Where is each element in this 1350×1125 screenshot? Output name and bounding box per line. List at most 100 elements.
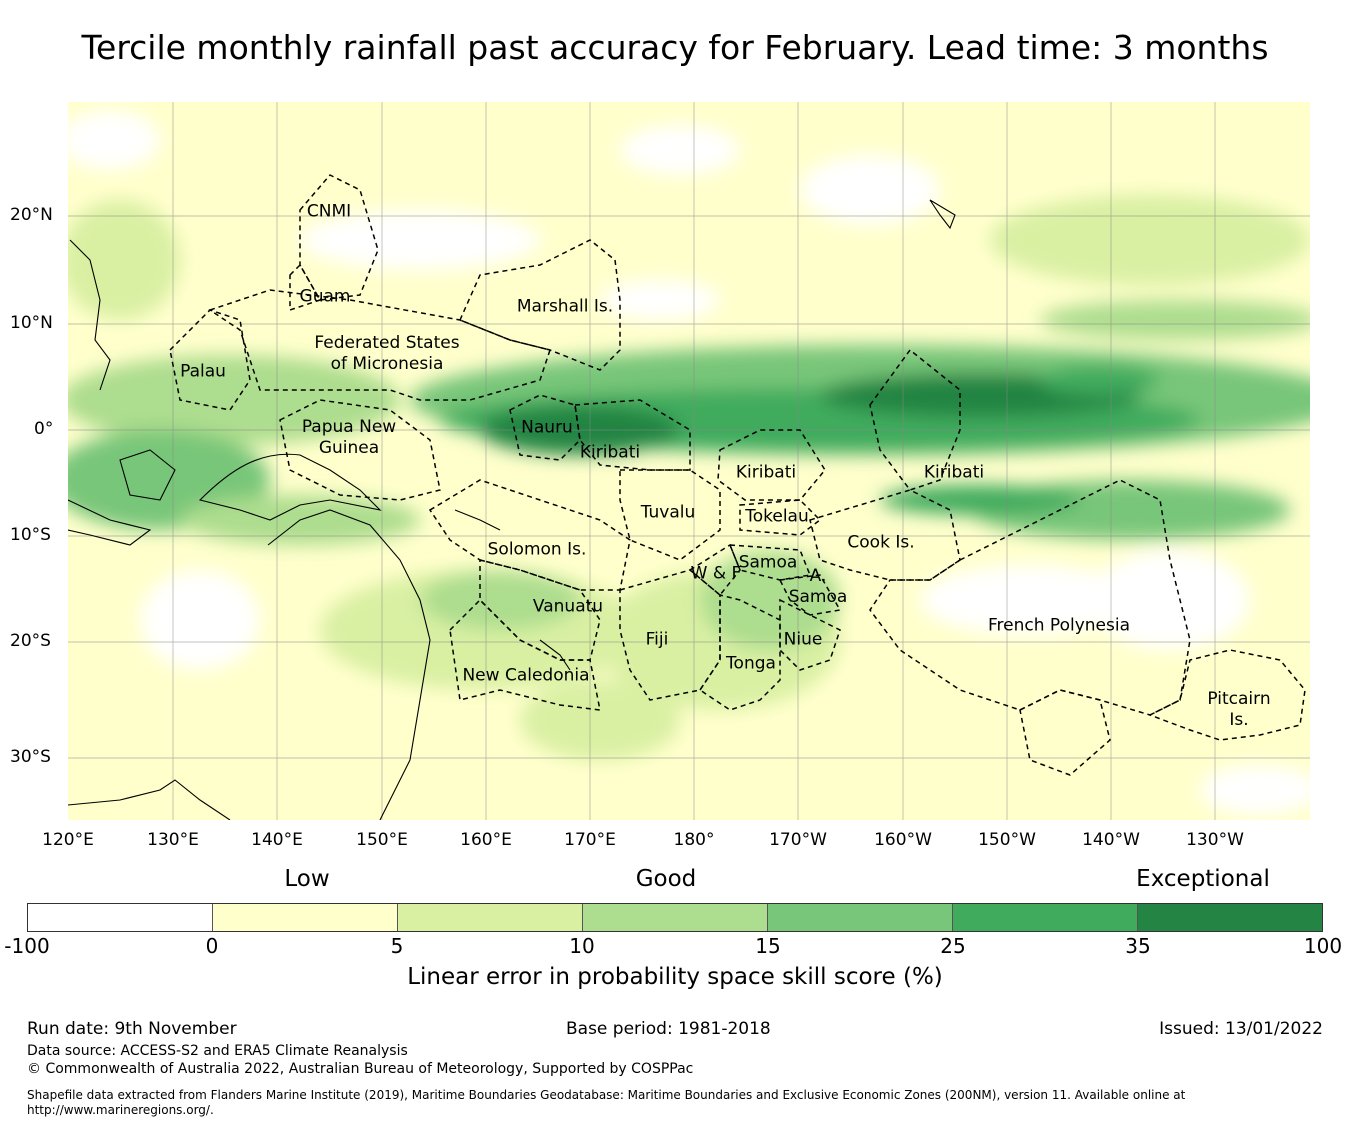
- colorbar-segment: [768, 904, 953, 931]
- eez-boundary: [1019, 689, 1111, 776]
- region-label-fsm: Federated States of Micronesia: [314, 333, 460, 374]
- legend-category-exceptional: Exceptional: [1136, 866, 1270, 892]
- lat-label: 20°S: [10, 631, 51, 651]
- lon-label: 140°W: [1082, 830, 1140, 850]
- lat-label: 30°S: [10, 747, 51, 767]
- sulawesi-coast: [119, 449, 176, 501]
- shade-patch: [1200, 765, 1310, 815]
- eez-boundary: [619, 569, 721, 701]
- region-label-vanuatu: Vanuatu: [532, 596, 604, 617]
- australia-coast: [267, 509, 431, 820]
- coastlines: [68, 199, 956, 820]
- eez-boundary: [869, 348, 961, 491]
- shade-patch: [520, 680, 680, 760]
- colorbar-segment: [583, 904, 768, 931]
- eez-boundaries: [169, 174, 1306, 776]
- eez-boundary: [698, 594, 781, 711]
- eez-boundary: [739, 499, 822, 536]
- skill-score-map: [68, 102, 1310, 820]
- base-period: Base period: 1981-2018: [566, 1019, 771, 1039]
- colorbar-segment: [1138, 904, 1322, 931]
- graticule: [68, 102, 1310, 820]
- shade-patch: [68, 355, 400, 445]
- region-label-tuvalu: Tuvalu: [640, 502, 696, 523]
- eez-boundary: [778, 574, 842, 616]
- colorbar-tick: -100: [4, 934, 50, 958]
- shapefile-credit: Shapefile data extracted from Flanders M…: [27, 1088, 1186, 1117]
- shade-patch: [600, 280, 720, 320]
- shade-patch: [920, 565, 1140, 635]
- eez-boundary: [717, 429, 826, 501]
- region-label-solomon: Solomon Is.: [487, 539, 587, 560]
- region-label-nauru: Nauru: [521, 417, 573, 438]
- region-label-kiribati-east: Kiribati: [923, 462, 985, 483]
- shade-patch: [620, 125, 740, 175]
- shade-patch: [140, 570, 260, 670]
- region-label-niue: Niue: [783, 629, 823, 650]
- region-label-marshall: Marshall Is.: [516, 296, 614, 317]
- lat-label: 10°S: [10, 525, 51, 545]
- legend-category-good: Good: [635, 866, 697, 892]
- lon-label: 170°W: [769, 830, 827, 850]
- eez-boundary: [1148, 649, 1306, 741]
- shade-patch: [990, 195, 1310, 285]
- colorbar-tick: 0: [205, 934, 219, 958]
- eez-boundary: [289, 263, 322, 312]
- colorbar-segment: [213, 904, 398, 931]
- lon-label: 160°W: [874, 830, 932, 850]
- colorbar-segment: [398, 904, 583, 931]
- lon-label: 150°E: [356, 830, 408, 850]
- eez-boundary: [728, 544, 812, 581]
- lon-label: 130°W: [1186, 830, 1244, 850]
- region-label-american-samoa: A. Samoa: [788, 566, 848, 607]
- shade-patch: [68, 200, 180, 320]
- colorbar-tick: 25: [940, 934, 966, 958]
- data-source: Data source: ACCESS-S2 and ERA5 Climate …: [27, 1043, 408, 1059]
- australia-south-coast: [68, 779, 231, 820]
- region-label-kiribati-central: Kiribati: [735, 462, 797, 483]
- shade-patch: [800, 155, 940, 225]
- region-label-png: Papua New Guinea: [301, 417, 397, 458]
- shade-patch: [300, 210, 540, 270]
- copyright: © Commonwealth of Australia 2022, Austra…: [27, 1061, 694, 1077]
- eez-boundary: [279, 399, 441, 501]
- colorbar-segment: [28, 904, 213, 931]
- shade-patch: [1090, 550, 1250, 650]
- eez-boundary: [208, 289, 551, 401]
- lon-label: 140°E: [251, 830, 303, 850]
- region-label-fiji: Fiji: [645, 629, 669, 650]
- lat-label: 20°N: [10, 205, 53, 225]
- eez-boundary: [619, 469, 721, 561]
- region-label-palau: Palau: [180, 361, 226, 382]
- shade-patch: [420, 570, 580, 630]
- colorbar-title: Linear error in probability space skill …: [407, 964, 943, 990]
- region-label-tonga: Tonga: [726, 653, 776, 674]
- issued-date: Issued: 13/01/2022: [1159, 1019, 1323, 1039]
- region-label-new-caledonia: New Caledonia: [462, 665, 590, 686]
- run-date: Run date: 9th November: [27, 1019, 237, 1039]
- region-label-kiribati-west: Kiribati: [579, 442, 641, 463]
- lon-label: 130°E: [147, 830, 199, 850]
- lon-label: 120°E: [42, 830, 94, 850]
- legend-category-low: Low: [284, 866, 330, 892]
- map-title: Tercile monthly rainfall past accuracy f…: [81, 28, 1269, 67]
- colorbar-tick: 35: [1125, 934, 1151, 958]
- lon-label: 160°E: [460, 830, 512, 850]
- eez-boundary: [809, 489, 961, 581]
- region-label-cook: Cook Is.: [847, 532, 915, 553]
- region-label-guam: Guam: [299, 286, 351, 307]
- map-field: [68, 102, 1310, 820]
- region-label-cnmi: CNMI: [306, 201, 352, 222]
- eez-boundary: [458, 239, 621, 371]
- colorbar-tick: 5: [390, 934, 404, 958]
- new-guinea-coast: [198, 453, 382, 521]
- indonesia-coast: [68, 499, 152, 546]
- shade-patch: [68, 110, 160, 170]
- skill-shading: [68, 110, 1310, 815]
- region-label-samoa: Samoa: [738, 552, 798, 573]
- new-caledonia-coast: [539, 639, 571, 671]
- lon-label: 170°E: [564, 830, 616, 850]
- eez-boundary: [688, 543, 741, 597]
- colorbar: [27, 903, 1323, 932]
- colorbar-tick: 10: [569, 934, 595, 958]
